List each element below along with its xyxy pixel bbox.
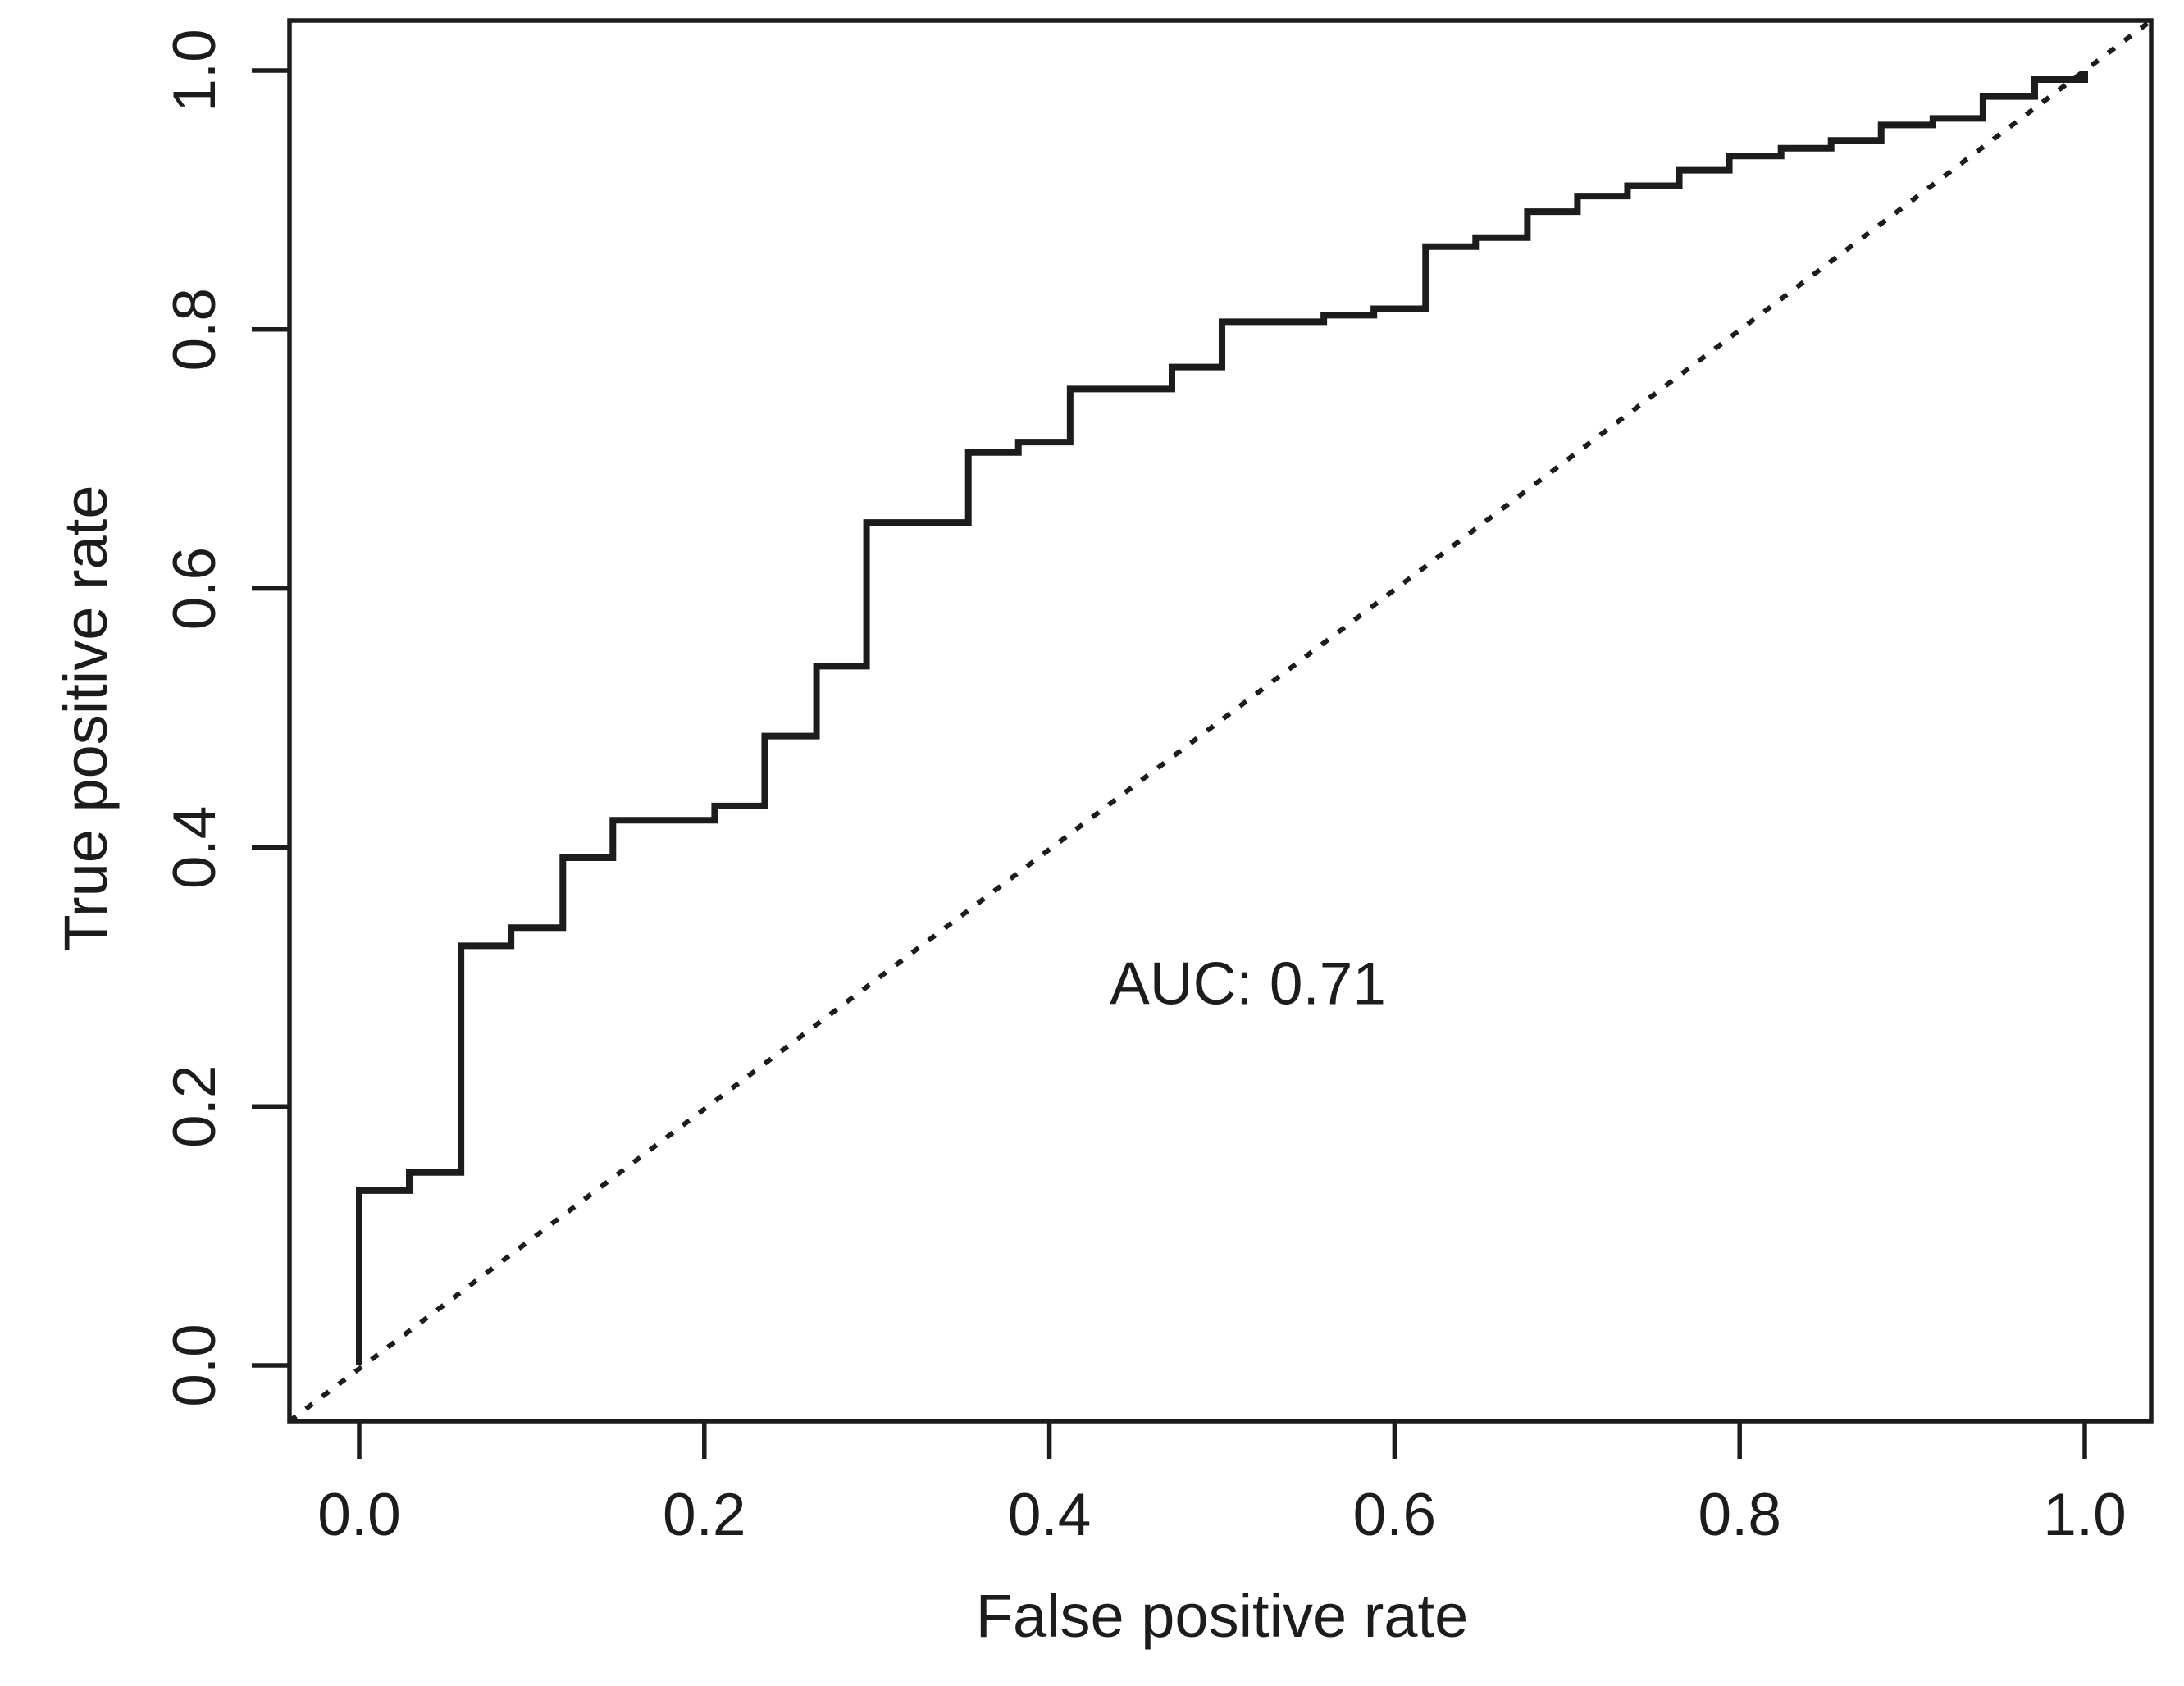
chance-diagonal-line <box>288 18 2153 1424</box>
x-axis-title: False positive rate <box>976 1582 1469 1650</box>
x-tick-label: 0.0 <box>317 1482 400 1548</box>
x-tick-label: 0.4 <box>1008 1482 1091 1548</box>
plot-area-border <box>287 18 2154 1424</box>
y-axis-title: True positive rate <box>52 485 120 952</box>
x-tick-label: 0.2 <box>663 1482 745 1548</box>
roc-curve-line <box>356 71 2088 1365</box>
y-tick-label: 0.6 <box>162 547 228 630</box>
y-tick-label: 0.8 <box>162 288 228 371</box>
auc-annotation: AUC: 0.71 <box>1110 951 1386 1018</box>
y-axis-ticks: 0.0 0.2 0.4 0.6 0.8 1.0 <box>162 29 290 1407</box>
y-tick-label: 1.0 <box>162 29 228 112</box>
y-tick-label: 0.0 <box>162 1324 228 1406</box>
x-tick-label: 1.0 <box>2043 1482 2126 1548</box>
y-tick-label: 0.4 <box>162 806 228 889</box>
x-tick-label: 0.6 <box>1353 1482 1436 1548</box>
x-tick-label: 0.8 <box>1698 1482 1780 1548</box>
x-axis-ticks: 0.0 0.2 0.4 0.6 0.8 1.0 <box>317 1421 2127 1548</box>
y-tick-label: 0.2 <box>162 1064 228 1147</box>
